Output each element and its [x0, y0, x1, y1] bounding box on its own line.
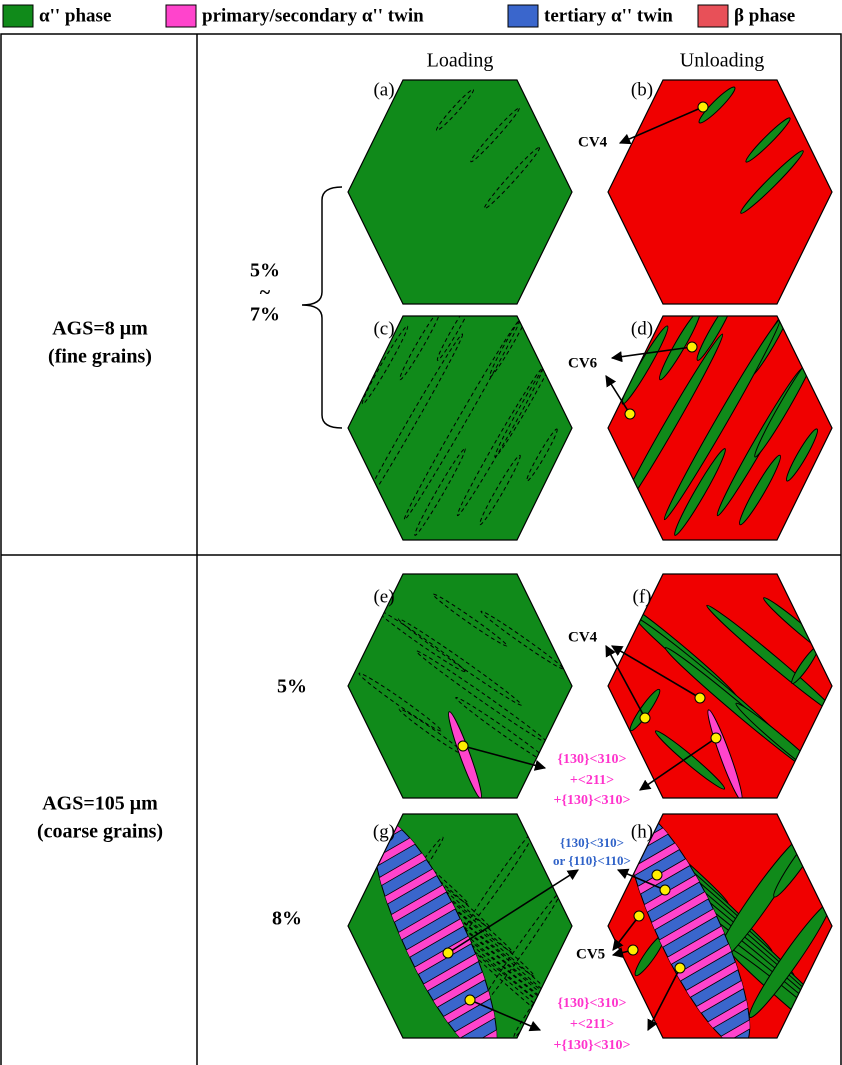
column-header: Loading [427, 50, 494, 72]
variant-label: CV6 [568, 355, 598, 371]
marker-dot [443, 948, 453, 958]
twin-label: +{130}<310> [554, 1038, 631, 1053]
marker-dot [634, 911, 644, 921]
page: α'' phase primary/secondary α'' twin ter… [0, 0, 842, 1065]
row-label: AGS=8 μm [52, 318, 148, 340]
legend-swatch [508, 5, 538, 27]
marker-dot [652, 870, 662, 880]
legend-label: primary/secondary α'' twin [202, 5, 424, 26]
brace [302, 187, 342, 428]
panel-label: (b) [631, 79, 653, 100]
marker-dot [687, 342, 697, 352]
marker-dot [625, 409, 635, 419]
row-label: (coarse grains) [37, 821, 163, 843]
strain-label: ~ [260, 282, 271, 304]
legend-swatch [166, 5, 196, 27]
legend-label: β phase [734, 5, 795, 26]
marker-dot [640, 713, 650, 723]
marker-dot [698, 102, 708, 112]
twin-label: +{130}<310> [554, 793, 631, 808]
strain-label: 5% [277, 676, 307, 698]
grain [348, 316, 572, 540]
panel-label: (e) [373, 586, 394, 607]
panel-label: (d) [631, 318, 653, 339]
row-label: (fine grains) [48, 346, 152, 368]
legend-swatch [698, 5, 728, 27]
legend-label: tertiary α'' twin [544, 5, 673, 26]
legend-swatch [3, 5, 33, 27]
column-header: Unloading [680, 50, 764, 72]
marker-dot [695, 693, 705, 703]
twin-label: +<211> [570, 773, 614, 788]
marker-dot [711, 733, 721, 743]
twin-label: {130}<310> [558, 996, 627, 1011]
panel-label: (h) [631, 821, 653, 842]
strain-label: 8% [272, 908, 302, 930]
twin-label: {130}<310> [560, 835, 624, 850]
row-label: AGS=105 μm [42, 793, 158, 815]
variant-label: CV4 [568, 629, 598, 645]
marker-dot [675, 963, 685, 973]
legend-label: α'' phase [39, 5, 111, 26]
strain-label: 7% [250, 304, 280, 326]
marker-dot [628, 945, 638, 955]
figure: α'' phase primary/secondary α'' twin ter… [0, 0, 842, 1065]
twin-label: {130}<310> [558, 752, 627, 767]
strain-label: 5% [250, 260, 280, 282]
marker-dot [465, 995, 475, 1005]
grain [348, 574, 572, 798]
panels [289, 80, 842, 1065]
variant-label: CV5 [576, 946, 605, 962]
panel-label: (f) [633, 586, 652, 607]
twin-label: or {110}<110> [553, 853, 631, 868]
panel-label: (c) [373, 318, 394, 339]
marker-dot [660, 885, 670, 895]
twin-label: +<211> [570, 1017, 614, 1032]
marker-dot [458, 741, 468, 751]
panel-label: (a) [373, 79, 394, 100]
grain [608, 80, 832, 304]
panel-label: (g) [373, 821, 395, 842]
grain [348, 80, 572, 304]
variant-label: CV4 [578, 134, 608, 150]
